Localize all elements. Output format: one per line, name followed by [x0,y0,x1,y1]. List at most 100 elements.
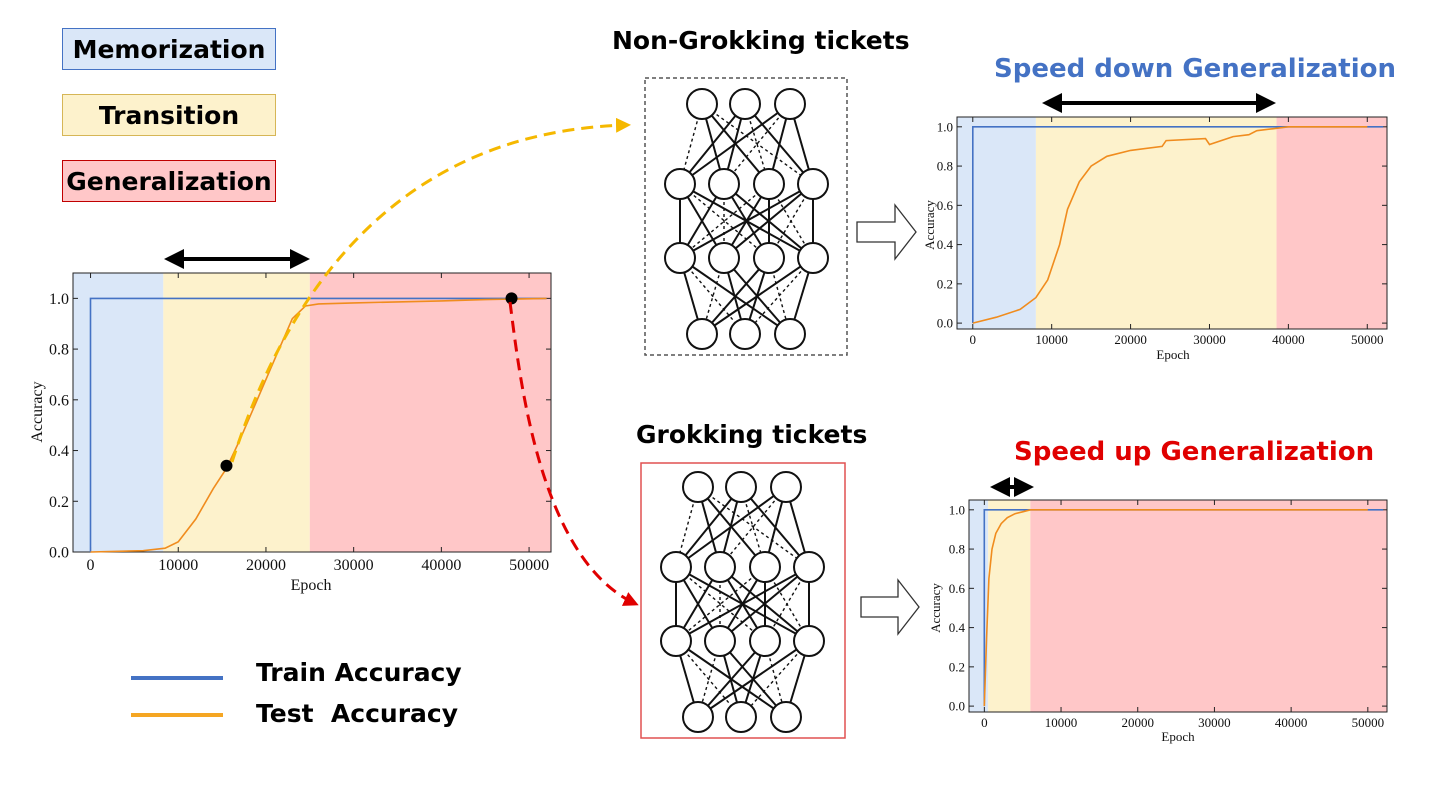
network-node [749,625,781,657]
fast-xlabel: Epoch [1161,729,1195,744]
slow-ytick-label: 0.0 [937,316,953,331]
fast-xtick-label: 0 [981,715,988,730]
network-node [797,242,829,274]
fast-ylabel: Accuracy [928,583,943,633]
main-xtick-label: 40000 [421,557,461,574]
fast-ytick-label: 1.0 [949,502,965,517]
network-edge [719,486,787,568]
fast-phase-transition [988,500,1031,712]
yellow-dashed-arrow [230,117,631,463]
slow-phase-generalization [1276,117,1387,329]
network-node [704,625,736,657]
slow-phase-transition [1035,117,1277,329]
phase-box-generalization: Generalization [62,160,276,202]
fast-xtick-label: 50000 [1352,715,1385,730]
speed-down-title: Speed down Generalization [994,54,1397,84]
main-checkpoint-marker [220,459,233,472]
main-ytick-label: 0.4 [49,443,69,460]
slow-ytick-label: 0.4 [937,237,954,252]
main-accuracy-chart: 0 10000 20000 30000 40000 50000 0.0 0.2 0.4 0.6 0.… [29,272,552,594]
main-ytick-label: 0.0 [49,545,69,562]
network-edge [744,257,814,335]
slow-xtick-label: 10000 [1035,332,1068,347]
slow-xtick-label: 20000 [1114,332,1147,347]
fast-xtick-label: 40000 [1275,715,1308,730]
slow-phase-memorization [957,117,1036,329]
network-edge [701,103,814,185]
main-checkpoint-marker [505,292,518,305]
main-xtick-label: 10000 [158,557,198,574]
main-xtick-label: 50000 [509,557,549,574]
network-edge [723,103,791,185]
network-node [664,242,696,274]
network-edge [719,566,810,642]
network-node [682,701,714,733]
network-node [708,168,740,200]
fast-xtick-label: 20000 [1121,715,1154,730]
main-xtick-label: 20000 [246,557,286,574]
network-node [725,701,757,733]
block-arrow-top [856,203,917,261]
network-node [774,318,806,350]
network-edge [697,486,810,568]
network-node [686,88,718,120]
network-node [704,551,736,583]
network-edge [675,640,742,718]
network-node [660,625,692,657]
fast-generalization-chart: 0 10000 20000 30000 40000 50000 0.0 0.2 0.4 0.6 0.… [928,499,1388,744]
slow-ytick-label: 0.2 [937,276,953,291]
main-xtick-label: 30000 [334,557,374,574]
non-grokking-network [664,88,829,350]
slow-xlabel: Epoch [1156,347,1190,362]
network-node [729,88,761,120]
fast-series-test [983,508,1368,707]
slow-ytick-label: 0.6 [937,198,954,213]
grokking-network [660,471,825,733]
network-edge [675,486,742,568]
legend-test-line [131,713,223,717]
slow-xtick-label: 40000 [1272,332,1305,347]
network-edge [679,257,746,335]
fast-phase-memorization [969,500,989,712]
network-node [797,168,829,200]
network-node [682,471,714,503]
slow-ytick-label: 1.0 [937,119,953,134]
fast-ytick-label: 0.0 [949,699,965,714]
block-arrow-bottom [860,578,920,636]
main-phase-transition [163,273,310,552]
network-edge [679,183,770,259]
main-ylabel: Accuracy [29,381,46,442]
phase-label-memorization: Memorization [72,34,266,64]
network-edge [679,103,746,185]
network-edge [679,103,791,185]
main-xtick-label: 0 [87,557,95,574]
slow-generalization-chart: 0 10000 20000 30000 40000 50000 0.0 0.2 0.4 0.6 0.… [922,116,1388,362]
slow-series-train [971,126,1384,324]
fast-ytick-label: 0.4 [949,620,966,635]
main-series-test [90,297,547,553]
phase-box-memorization: Memorization [62,28,276,70]
grokking-title: Grokking tickets [636,420,868,449]
network-node [774,88,806,120]
main-series-train [89,297,547,552]
fast-phase-generalization [1030,500,1387,712]
phase-box-transition: Transition [62,94,276,136]
network-node [660,551,692,583]
slow-xtick-label: 30000 [1193,332,1226,347]
main-frame [72,272,552,553]
speed-up-title: Speed up Generalization [1014,437,1375,467]
network-edge [675,566,766,642]
network-node [753,168,785,200]
grokking-network-box [640,462,846,739]
network-node [708,242,740,274]
fast-ytick-label: 0.2 [949,659,965,674]
network-edge [679,183,814,259]
legend-train-line [131,676,223,680]
network-edge [697,640,766,718]
slow-xtick-label: 50000 [1351,332,1384,347]
slow-series-test [972,126,1368,324]
fast-xtick-label: 30000 [1198,715,1231,730]
network-node [753,242,785,274]
network-node [729,318,761,350]
network-node [793,625,825,657]
